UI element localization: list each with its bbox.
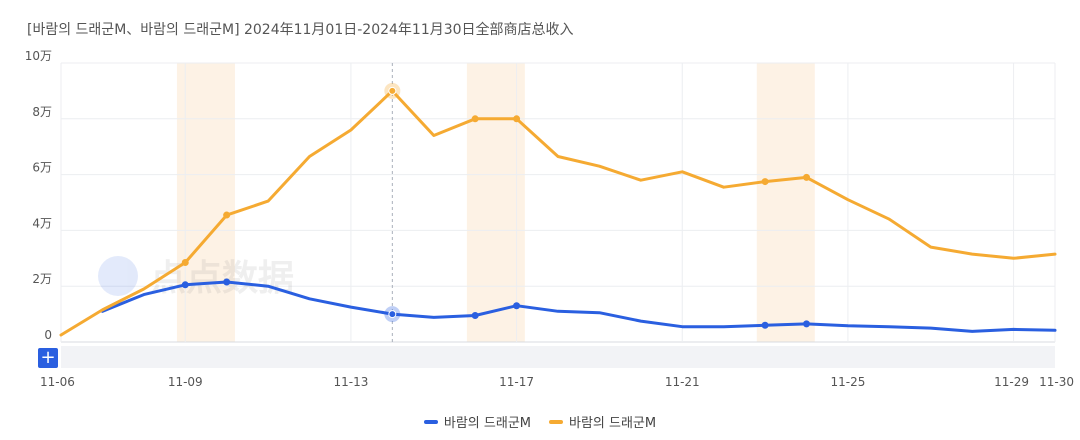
- y-tick-label: 2万: [32, 272, 52, 286]
- x-tick-label: 11-30: [1039, 375, 1074, 389]
- data-point: [223, 278, 231, 286]
- legend-swatch: [549, 419, 563, 424]
- x-tick-label: 11-09: [168, 375, 203, 389]
- y-tick-label: 0: [44, 328, 52, 342]
- range-slider[interactable]: [61, 346, 1055, 368]
- x-tick-label: 11-29: [994, 375, 1029, 389]
- series-line-0: [100, 280, 1057, 333]
- series-lines: [59, 82, 1057, 337]
- y-tick-label: 4万: [32, 216, 52, 230]
- data-point: [471, 311, 479, 319]
- data-point: [181, 281, 189, 289]
- data-point: [761, 178, 769, 186]
- highlight-band: [756, 63, 815, 342]
- legend: 바람의 드래군M 바람의 드래군M: [0, 412, 1080, 431]
- chart-title: [바람의 드래군M、바람의 드래군M] 2024年11月01日-2024年11月…: [27, 22, 574, 38]
- hover-point: [388, 310, 397, 319]
- legend-item-0[interactable]: 바람의 드래군M: [423, 412, 531, 431]
- data-point: [803, 173, 810, 181]
- data-point: [223, 211, 231, 219]
- highlight-band: [176, 63, 235, 342]
- data-point: [513, 115, 521, 123]
- legend-item-1[interactable]: 바람의 드래군M: [549, 412, 656, 431]
- watermark-circle: [98, 256, 138, 296]
- watermark-logo: 点点数据: [98, 256, 294, 299]
- data-point: [181, 258, 189, 266]
- x-axis: 11-06 11-09 11-13 11-17 11-21 11-25 11-29 11-30: [40, 375, 1074, 389]
- y-tick-label: 8万: [32, 105, 52, 119]
- highlight-band: [466, 63, 525, 342]
- data-point: [761, 321, 769, 329]
- highlight-bands: [176, 63, 815, 342]
- data-point: [803, 320, 810, 328]
- x-tick-label: 11-25: [830, 375, 865, 389]
- legend-label: 바람의 드래군M: [569, 416, 657, 431]
- y-tick-label: 10万: [25, 49, 52, 63]
- y-tick-label: 6万: [32, 161, 52, 175]
- x-tick-label: 11-06: [40, 375, 75, 389]
- legend-swatch: [423, 419, 438, 424]
- x-tick-label: 11-13: [333, 375, 368, 389]
- hover-point: [388, 86, 397, 95]
- x-tick-label: 11-17: [499, 375, 534, 389]
- grid-lines: [60, 62, 1056, 343]
- x-tick-label: 11-21: [665, 375, 700, 389]
- watermark-text: 点点数据: [150, 258, 294, 299]
- data-point: [513, 302, 521, 310]
- y-axis: 0 2万 4万 6万 8万 10万: [25, 49, 52, 342]
- zoom-button[interactable]: +: [38, 348, 58, 368]
- legend-label: 바람의 드래군M: [443, 416, 531, 431]
- data-point: [471, 115, 479, 123]
